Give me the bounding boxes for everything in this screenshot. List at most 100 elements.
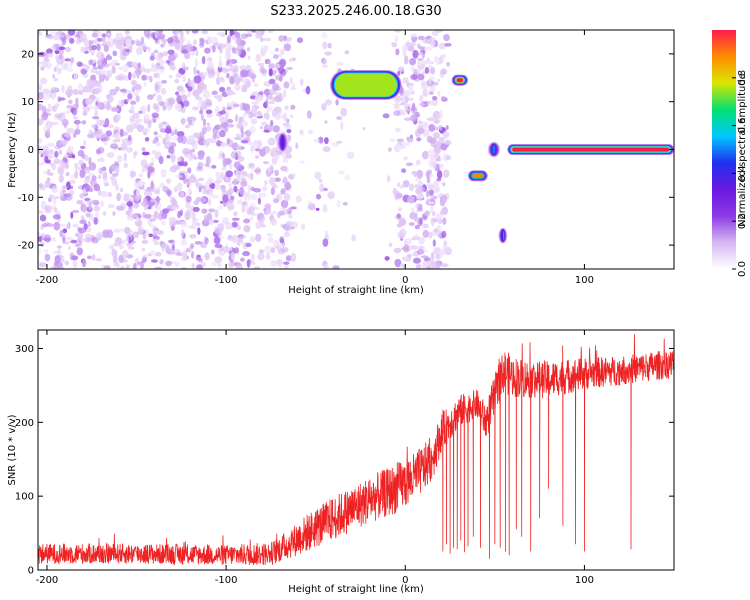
- noise-speck: [140, 159, 146, 169]
- noise-speck: [54, 150, 59, 158]
- noise-speck: [273, 210, 277, 215]
- noise-speck: [63, 153, 69, 158]
- noise-speck: [200, 261, 206, 268]
- noise-speck: [177, 210, 182, 219]
- noise-speck: [154, 266, 162, 269]
- noise-speck: [402, 244, 410, 253]
- noise-speck: [90, 49, 95, 56]
- noise-speck: [426, 135, 433, 143]
- noise-speck: [281, 179, 286, 183]
- noise-speck: [106, 69, 113, 79]
- noise-speck: [169, 61, 175, 67]
- noise-speck: [187, 167, 192, 174]
- noise-speck: [205, 181, 209, 191]
- noise-speck: [410, 74, 418, 80]
- noise-speck: [176, 252, 184, 257]
- noise-speck: [324, 120, 328, 124]
- noise-speck: [215, 113, 222, 117]
- noise-speck: [417, 58, 424, 61]
- noise-speck: [130, 171, 137, 178]
- spectrogram-y-axis-label: Frequency (Hz): [7, 112, 18, 188]
- noise-speck: [203, 139, 209, 145]
- noise-speck: [250, 193, 257, 201]
- noise-speck: [434, 260, 441, 269]
- noise-speck: [211, 164, 217, 169]
- noise-speck: [143, 191, 151, 197]
- noise-speck: [141, 240, 149, 244]
- noise-speck: [429, 116, 436, 122]
- noise-speck: [69, 252, 75, 261]
- noise-speck: [254, 167, 261, 175]
- noise-speck: [262, 185, 268, 192]
- noise-speck: [428, 189, 434, 196]
- noise-speck: [70, 57, 75, 64]
- noise-speck: [249, 73, 257, 79]
- noise-speck: [215, 135, 220, 139]
- noise-speck: [97, 157, 105, 162]
- noise-speck: [274, 47, 279, 52]
- feature-patch-near-minus70: [276, 132, 289, 153]
- noise-speck: [88, 43, 93, 52]
- noise-speck: [98, 131, 107, 139]
- snr-y-axis-label: SNR (10 * v/v): [7, 414, 18, 485]
- noise-speck: [208, 198, 212, 206]
- noise-speck: [219, 110, 227, 115]
- noise-speck: [167, 239, 175, 243]
- noise-speck: [56, 56, 65, 65]
- noise-speck: [227, 118, 234, 124]
- noise-speck: [112, 211, 116, 216]
- noise-speck: [225, 47, 231, 54]
- noise-speck: [107, 124, 115, 129]
- noise-speck: [236, 144, 242, 151]
- noise-speck: [437, 90, 441, 97]
- feature-blob-55km-minus18hz: [498, 227, 508, 244]
- noise-speck: [80, 145, 86, 150]
- noise-speck: [94, 96, 101, 103]
- noise-speck: [136, 72, 140, 79]
- noise-speck: [96, 118, 100, 127]
- noise-speck: [322, 64, 328, 68]
- noise-speck: [152, 103, 159, 110]
- noise-speck: [427, 100, 434, 106]
- noise-speck: [154, 83, 159, 91]
- noise-speck: [250, 118, 258, 125]
- noise-speck: [143, 68, 152, 73]
- noise-speck: [130, 72, 137, 78]
- feature-layer: [334, 73, 397, 97]
- noise-speck: [428, 78, 432, 85]
- noise-speck: [214, 209, 219, 218]
- noise-speck: [231, 68, 239, 73]
- noise-speck: [122, 48, 130, 56]
- noise-speck: [78, 227, 86, 234]
- noise-speck: [91, 124, 97, 128]
- noise-speck: [129, 115, 136, 123]
- noise-speck: [205, 156, 211, 165]
- noise-speck: [147, 103, 151, 113]
- noise-speck: [165, 260, 172, 267]
- noise-speck: [413, 170, 418, 178]
- noise-speck: [65, 236, 74, 241]
- noise-speck: [126, 193, 132, 199]
- noise-speck: [81, 259, 87, 268]
- noise-speck: [158, 155, 164, 165]
- noise-speck: [253, 140, 258, 144]
- noise-speck: [247, 162, 256, 170]
- noise-speck: [191, 263, 196, 269]
- noise-speck: [283, 231, 290, 238]
- noise-speck: [64, 58, 71, 62]
- noise-speck: [44, 253, 51, 262]
- noise-speck: [93, 183, 101, 192]
- noise-speck: [404, 238, 413, 245]
- noise-speck: [271, 69, 278, 74]
- noise-speck: [130, 100, 137, 105]
- noise-speck: [284, 105, 289, 111]
- noise-speck: [278, 66, 285, 75]
- noise-speck: [144, 188, 152, 193]
- noise-speck: [255, 113, 259, 118]
- noise-speck: [111, 134, 119, 138]
- noise-speck: [217, 205, 224, 210]
- noise-speck: [443, 34, 450, 42]
- noise-speck: [122, 259, 128, 263]
- noise-speck: [85, 233, 92, 239]
- noise-speck: [185, 43, 194, 52]
